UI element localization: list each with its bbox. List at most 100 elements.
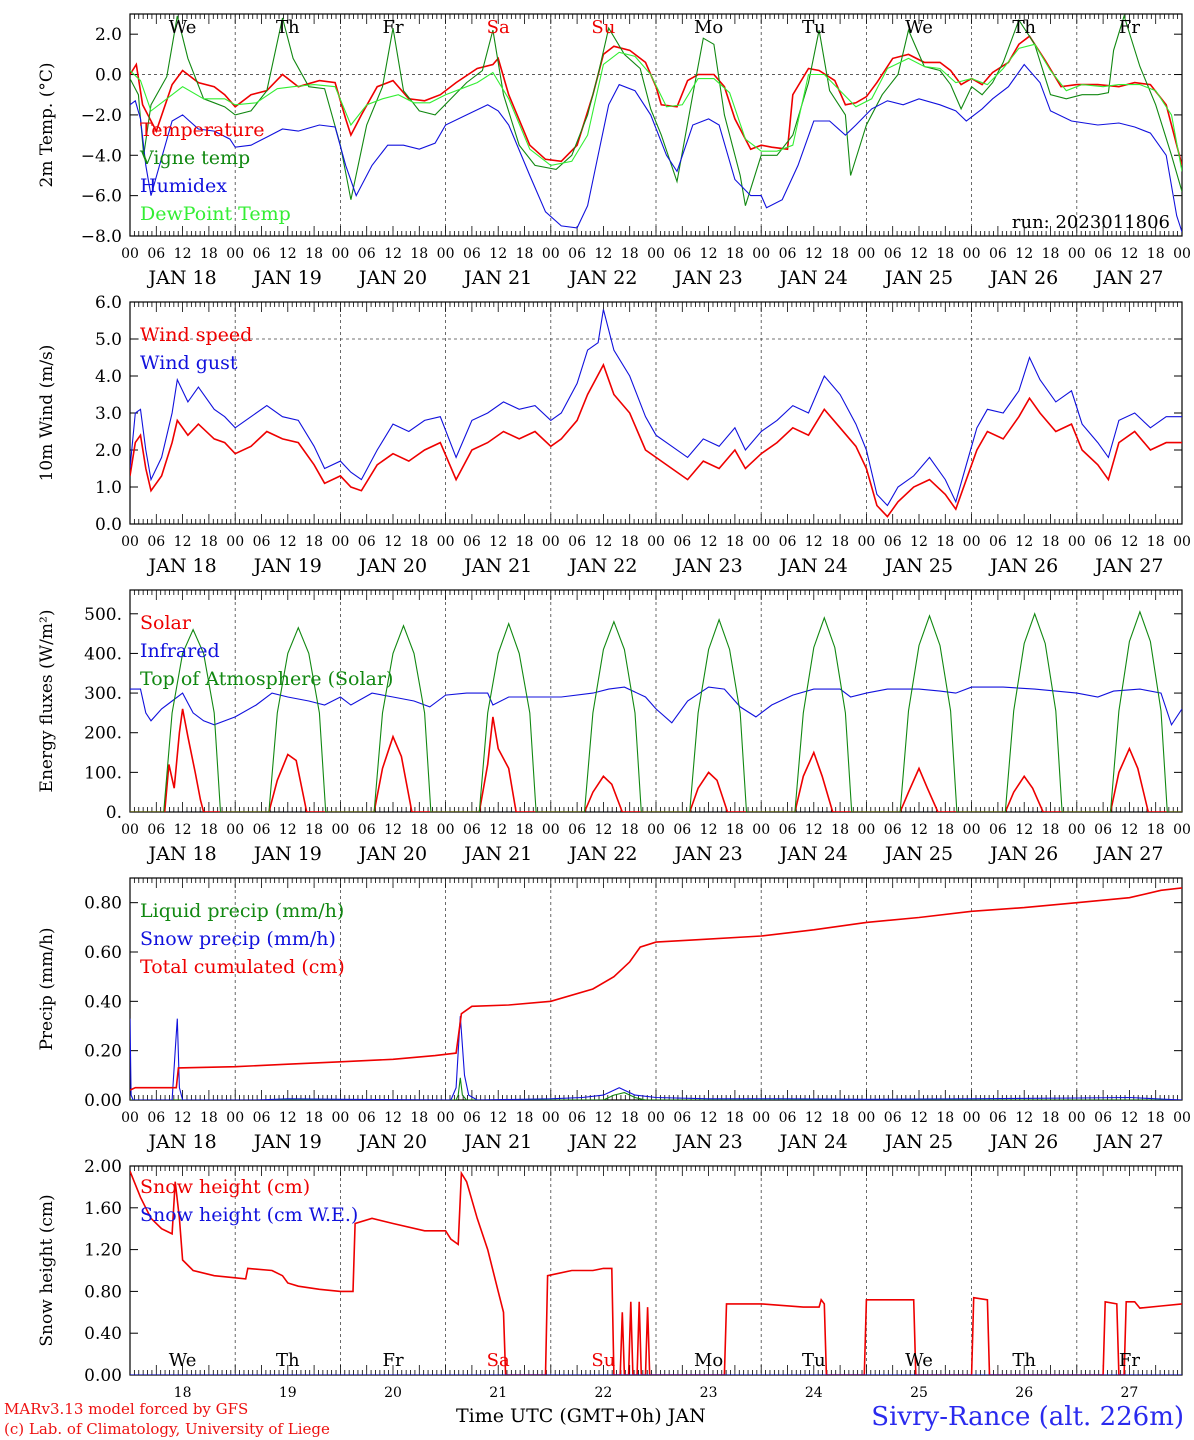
- hour-tick-label: 18: [200, 1110, 218, 1126]
- run-label: run: 2023011806: [1012, 212, 1170, 233]
- hour-tick-label: 00: [331, 1110, 349, 1126]
- hour-tick-label: 12: [805, 534, 823, 550]
- series-line-wind-gust: [130, 309, 1182, 507]
- hour-tick-label: 00: [647, 822, 665, 838]
- date-label: JAN 22: [567, 843, 637, 865]
- y-tick-label: 0.40: [84, 1324, 122, 1344]
- hour-tick-label: 12: [805, 822, 823, 838]
- hour-tick-label: 12: [1120, 822, 1138, 838]
- hour-tick-label: 06: [358, 1110, 376, 1126]
- day-number-label: 18: [174, 1385, 192, 1401]
- date-label: JAN 24: [778, 843, 848, 865]
- hour-tick-label: 18: [200, 246, 218, 262]
- hour-tick-label: 18: [936, 246, 954, 262]
- weekday-label: Fr: [382, 1350, 403, 1371]
- hour-tick-label: 12: [594, 822, 612, 838]
- hour-tick-label: 00: [647, 534, 665, 550]
- hour-tick-label: 00: [963, 246, 981, 262]
- hour-tick-label: 00: [1173, 246, 1191, 262]
- hour-tick-label: 06: [779, 1110, 797, 1126]
- date-label: JAN 21: [462, 843, 532, 865]
- hour-tick-label: 00: [437, 1110, 455, 1126]
- hour-tick-label: 06: [463, 822, 481, 838]
- panel-energy: 500. 400. 300. 200. 100. 0. Energy fluxes (W/m…: [37, 589, 1191, 865]
- y-tick-label: 0.0: [95, 515, 122, 535]
- date-label: JAN 23: [673, 843, 743, 865]
- hour-tick-label: 18: [1042, 1110, 1060, 1126]
- hour-tick-label: 06: [884, 822, 902, 838]
- weekday-label: Th: [1012, 17, 1036, 38]
- series-line-humidex: [130, 63, 1182, 233]
- weekday-label: Th: [1012, 1350, 1036, 1371]
- hour-tick-label: 12: [805, 1110, 823, 1126]
- hour-tick-label: 06: [253, 822, 271, 838]
- date-label: JAN 27: [1093, 555, 1163, 577]
- date-label: JAN 20: [357, 267, 427, 289]
- hour-tick-label: 06: [463, 534, 481, 550]
- series-line-solar: [130, 708, 1182, 812]
- hour-tick-label: 12: [489, 534, 507, 550]
- date-label: JAN 24: [778, 1131, 848, 1153]
- legend-entry: Infrared: [140, 640, 220, 662]
- series-line-total-cumulated-cm-: [130, 887, 1182, 1091]
- day-number-label: 26: [1015, 1385, 1033, 1401]
- hour-tick-label: 12: [489, 822, 507, 838]
- y-tick-label: 0.60: [84, 943, 122, 963]
- day-number-label: 21: [489, 1385, 507, 1401]
- y-tick-label: 0.00: [84, 1366, 122, 1386]
- hour-tick-label: 18: [1147, 534, 1165, 550]
- y-tick-label: 2.0: [95, 441, 122, 461]
- hour-tick-label: 00: [857, 822, 875, 838]
- hour-tick-label: 06: [147, 534, 165, 550]
- legend-entry: DewPoint Temp: [140, 203, 291, 225]
- hour-tick-label: 12: [384, 1110, 402, 1126]
- hour-tick-label: 12: [1015, 1110, 1033, 1126]
- date-label: JAN 25: [883, 267, 953, 289]
- day-number-label: 23: [700, 1385, 718, 1401]
- hour-tick-label: 12: [1015, 822, 1033, 838]
- lab-credit: (c) Lab. of Climatology, University of L…: [4, 1420, 330, 1438]
- date-label: JAN 23: [673, 267, 743, 289]
- weekday-label: Fr: [1119, 17, 1140, 38]
- weekday-label: Tu: [802, 1350, 826, 1371]
- hour-tick-label: 06: [673, 1110, 691, 1126]
- weekday-label: We: [905, 17, 933, 38]
- hour-tick-label: 18: [726, 822, 744, 838]
- y-tick-label: 1.20: [84, 1241, 122, 1261]
- hour-tick-label: 12: [910, 534, 928, 550]
- hour-tick-label: 18: [831, 822, 849, 838]
- date-label: JAN 19: [252, 267, 322, 289]
- hour-tick-label: 06: [253, 1110, 271, 1126]
- station-name: Sivry-Rance (alt. 226m): [871, 1402, 1184, 1432]
- hour-tick-label: 00: [437, 822, 455, 838]
- y-tick-label: 500.: [84, 605, 122, 625]
- hour-tick-label: 00: [437, 246, 455, 262]
- hour-tick-label: 12: [489, 1110, 507, 1126]
- hour-tick-label: 12: [594, 534, 612, 550]
- date-label: JAN 20: [357, 843, 427, 865]
- hour-tick-label: 18: [726, 534, 744, 550]
- hour-tick-label: 18: [516, 534, 534, 550]
- date-label: JAN 19: [252, 555, 322, 577]
- y-axis-label: Energy fluxes (W/m²): [37, 610, 57, 793]
- x-ticks: [129, 1166, 1183, 1375]
- hour-tick-label: 12: [910, 246, 928, 262]
- hour-tick-label: 06: [779, 246, 797, 262]
- hour-tick-label: 06: [989, 1110, 1007, 1126]
- hour-tick-label: 06: [989, 246, 1007, 262]
- hour-tick-label: 18: [936, 822, 954, 838]
- y-axis-label: 10m Wind (m/s): [37, 345, 57, 482]
- hour-tick-label: 06: [568, 534, 586, 550]
- day-number-label: 20: [384, 1385, 402, 1401]
- hour-tick-label: 12: [1120, 246, 1138, 262]
- date-label: JAN 25: [883, 843, 953, 865]
- hour-tick-label: 00: [752, 534, 770, 550]
- hour-tick-label: 00: [226, 1110, 244, 1126]
- date-label: JAN 19: [252, 843, 322, 865]
- date-label: JAN 25: [883, 1131, 953, 1153]
- hour-tick-label: 06: [358, 246, 376, 262]
- weekday-label: Th: [276, 1350, 300, 1371]
- date-label: JAN 22: [567, 1131, 637, 1153]
- hour-tick-label: 12: [700, 822, 718, 838]
- hour-tick-label: 00: [963, 1110, 981, 1126]
